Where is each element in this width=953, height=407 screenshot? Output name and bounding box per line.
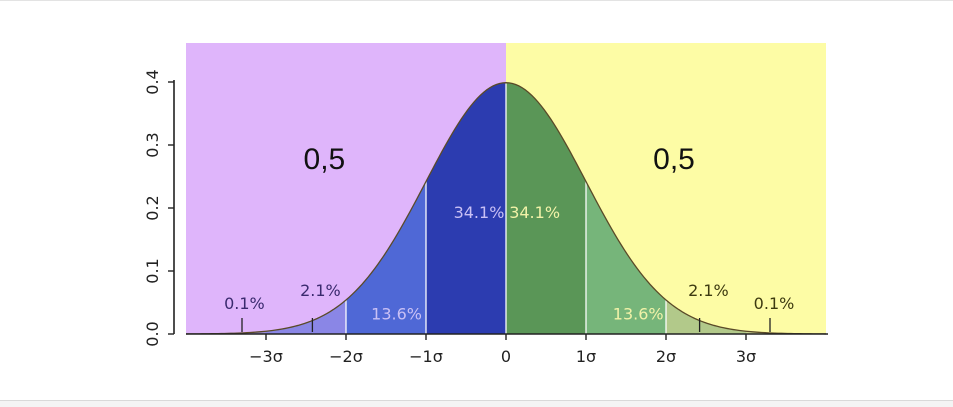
band-7	[666, 299, 746, 334]
band-percentage-label: 2.1%	[300, 281, 341, 300]
band-percentage-label: 13.6%	[371, 305, 422, 324]
band-percentage-label: 13.6%	[613, 305, 664, 324]
x-tick-label: −3σ	[249, 347, 283, 366]
band-percentage-label: 0.1%	[754, 294, 795, 313]
band-percentage-label: 34.1%	[454, 203, 505, 222]
half-probability-label: 0,5	[304, 143, 346, 176]
x-tick-label: 3σ	[736, 347, 756, 366]
density-curve-line	[185, 82, 827, 335]
x-tick-label: 1σ	[576, 347, 596, 366]
band-percentage-label: 2.1%	[688, 281, 729, 300]
x-tick-label: 2σ	[656, 347, 676, 366]
half-probability-label: 0,5	[653, 143, 695, 176]
y-tick-label: 0.4	[143, 69, 162, 94]
y-tick-label: 0.0	[143, 321, 162, 346]
sigma-bands	[186, 82, 826, 334]
band-2	[266, 299, 346, 334]
band-percentage-label: 34.1%	[509, 203, 560, 222]
annotations: 0,5 0,5 0.1% 2.1% 13.6% 34.1% 34.1% 13.6% 2.1% 0.…	[224, 143, 794, 332]
density-curve	[185, 82, 827, 335]
y-tick-label: 0.2	[143, 195, 162, 220]
x-tick-label: −1σ	[409, 347, 443, 366]
axes: −3σ −2σ −1σ 0 1σ 2σ 3σ 0.0 0.1 0.2 0.3 0.4	[143, 69, 828, 366]
y-tick-label: 0.3	[143, 132, 162, 157]
y-tick-label: 0.1	[143, 258, 162, 283]
band-percentage-label: 0.1%	[224, 294, 265, 313]
x-tick-label: 0	[501, 347, 511, 366]
x-tick-label: −2σ	[329, 347, 363, 366]
